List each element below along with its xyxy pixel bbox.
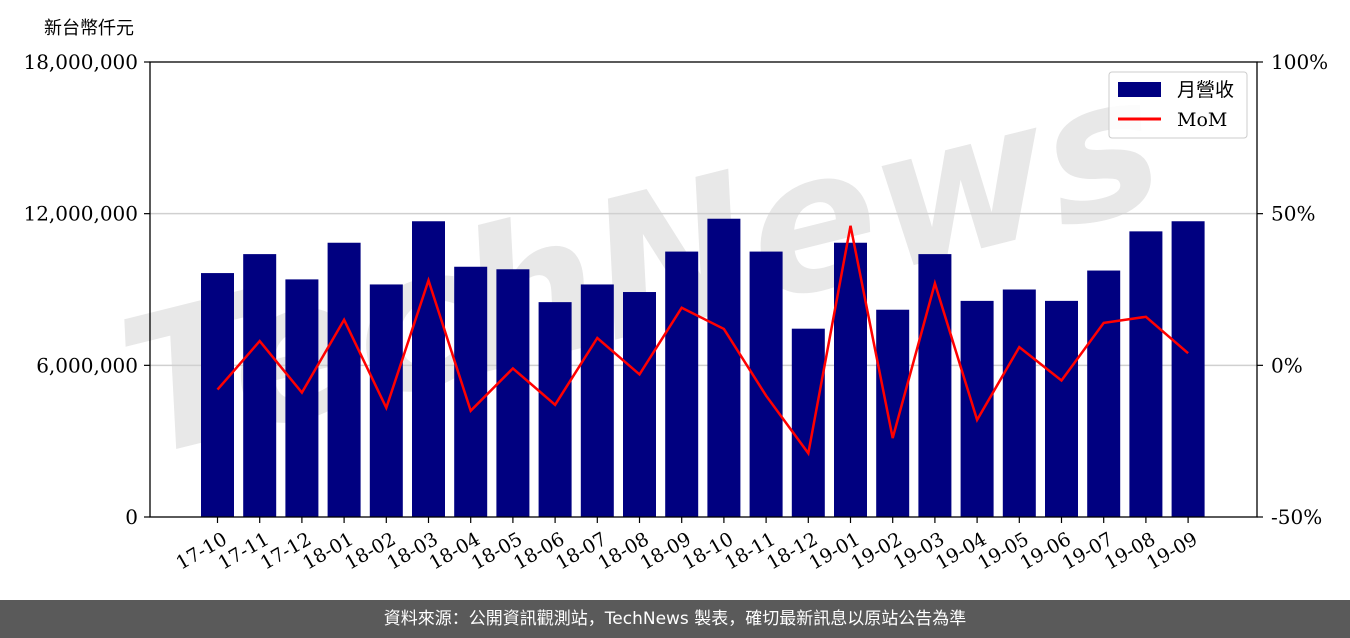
bar xyxy=(412,221,445,517)
bar xyxy=(1129,231,1163,517)
bar xyxy=(791,328,825,517)
source-footer: 資料來源：公開資訊觀測站，TechNews 製表，確切最新訊息以原站公告為準 xyxy=(0,600,1350,638)
bar xyxy=(1087,270,1121,517)
bar xyxy=(201,273,234,517)
y-left-tick-label: 6,000,000 xyxy=(36,353,138,377)
bar xyxy=(876,309,910,517)
bar xyxy=(960,300,994,517)
y-right-tick-label: -50% xyxy=(1271,505,1322,529)
y-right-tick-label: 50% xyxy=(1271,202,1315,226)
y-axis-unit-label: 新台幣仟元 xyxy=(44,18,134,39)
plot-frame xyxy=(149,61,1258,518)
y-left-tick-label: 12,000,000 xyxy=(23,202,138,226)
bar xyxy=(496,269,530,517)
legend-line-label: MoM xyxy=(1177,109,1227,131)
bar xyxy=(623,292,656,517)
bar xyxy=(327,242,361,517)
bar xyxy=(1002,289,1036,517)
bar xyxy=(1045,300,1078,517)
y-left-tick-label: 18,000,000 xyxy=(23,50,138,74)
bar-series xyxy=(201,218,1205,518)
bar xyxy=(580,284,614,517)
bar xyxy=(285,279,319,517)
legend-bar-swatch xyxy=(1118,82,1161,97)
bar xyxy=(918,254,952,517)
bar xyxy=(665,251,699,518)
bar xyxy=(454,266,488,517)
bar xyxy=(243,254,277,517)
bar xyxy=(369,284,403,517)
mom-line xyxy=(216,225,1189,457)
bar xyxy=(538,302,572,517)
y-right-tick-label: 0% xyxy=(1271,353,1303,377)
bar xyxy=(707,218,741,517)
y-left-tick-label: 0 xyxy=(125,505,138,529)
legend: 月營收 MoM xyxy=(1108,71,1248,139)
revenue-chart: TechNews 06,000,00012,000,00018,000,000-… xyxy=(23,30,1328,574)
y-right-tick-label: 100% xyxy=(1271,50,1328,74)
legend-bar-label: 月營收 xyxy=(1177,79,1234,101)
bar xyxy=(1171,221,1205,517)
mom-line-series xyxy=(216,225,1189,457)
bar xyxy=(749,251,783,518)
